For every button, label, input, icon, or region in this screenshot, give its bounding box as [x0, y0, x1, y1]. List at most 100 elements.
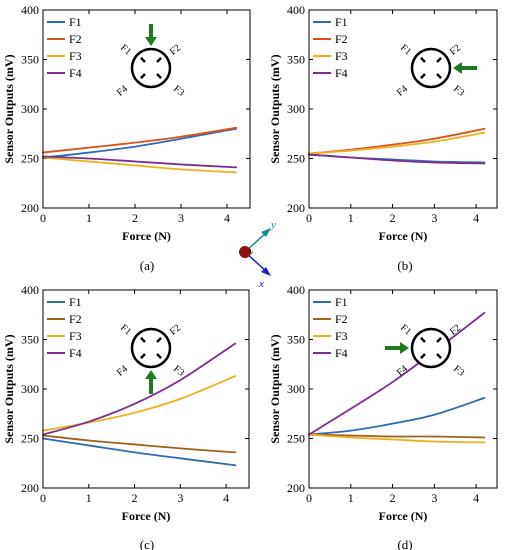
plot-frame [308, 9, 498, 209]
plot-area [309, 10, 497, 208]
y-tick-label: 300 [287, 382, 305, 396]
legend-entry: F2 [335, 312, 348, 326]
chart-panel: 200 250 300 350 400 0 1 2 3 4 Force (N) Sensor Outp… [2, 3, 251, 273]
y-tick-label: 400 [21, 283, 39, 297]
y-tick-label: 400 [287, 283, 305, 297]
y-axis-label: Sensor Outputs (mV) [2, 54, 16, 163]
force-arrow-head [145, 37, 157, 46]
force-arrow [145, 370, 157, 394]
sensor-spoke [156, 337, 162, 343]
legend-entry: F3 [335, 49, 348, 63]
legend: F1 F2 F3 F4 [313, 295, 348, 360]
y-axis-label: Sensor Outputs (mV) [2, 334, 16, 443]
legend-entry: F1 [335, 15, 348, 29]
triad-x-arrowhead [261, 267, 271, 276]
plot-frame [42, 9, 251, 209]
x-tick-label: 0 [40, 491, 46, 505]
x-tick-label: 2 [132, 211, 138, 225]
x-tick-label: 0 [306, 211, 312, 225]
sensor-spoke [420, 353, 426, 359]
x-tick-label: 2 [132, 491, 138, 505]
plot-area [43, 10, 250, 208]
force-arrow [453, 62, 477, 74]
legend-entry: F4 [335, 346, 348, 360]
x-tick-label: 4 [473, 211, 479, 225]
y-tick-label: 300 [21, 102, 39, 116]
x-tick-label: 3 [177, 491, 183, 505]
x-axis-label: Force (N) [379, 509, 428, 523]
triad-x-label: x [258, 278, 264, 290]
triad-z-label: z [245, 246, 256, 257]
plot-area [309, 290, 497, 488]
sensor-spoke [436, 337, 442, 343]
legend-entry: F2 [69, 312, 82, 326]
chart-panel: 200 250 300 350 400 0 1 2 3 4 Force (N) Sensor Outp… [268, 283, 498, 550]
series-line-f2 [42, 434, 237, 454]
force-arrow-head [400, 342, 409, 354]
x-tick-label: 0 [306, 491, 312, 505]
sensor-spoke [420, 337, 426, 343]
series-line-f4 [42, 155, 238, 169]
panel-caption: (b) [397, 258, 412, 273]
sensor-spoke [156, 353, 162, 359]
x-tick-label: 4 [223, 491, 229, 505]
sensor-circle [410, 327, 452, 369]
y-tick-label: 250 [287, 432, 305, 446]
force-arrow [385, 342, 409, 354]
triad-y-label: y [270, 219, 276, 231]
series-line-f3 [308, 433, 486, 444]
force-arrow-head [453, 62, 462, 74]
x-tick-label: 4 [473, 491, 479, 505]
y-tick-label: 350 [21, 333, 39, 347]
triad-y-arrowhead [261, 228, 271, 237]
legend-entry: F2 [335, 32, 348, 46]
legend-entry: F3 [335, 329, 348, 343]
y-tick-label: 200 [287, 481, 305, 495]
y-tick-label: 350 [287, 53, 305, 67]
sensor-circle [410, 47, 452, 89]
legend-entry: F4 [69, 66, 82, 80]
legend-entry: F1 [69, 295, 82, 309]
sensor-spoke [140, 337, 146, 343]
y-tick-label: 300 [287, 102, 305, 116]
sensor-spoke [420, 57, 426, 63]
x-tick-label: 3 [431, 211, 437, 225]
series-line-f1 [308, 397, 486, 436]
x-tick-label: 1 [348, 491, 354, 505]
force-arrow [145, 24, 157, 46]
sensor-spoke [140, 57, 146, 63]
y-axis-label: Sensor Outputs (mV) [268, 334, 282, 443]
series-line-f4 [308, 311, 486, 436]
sensor-circle [130, 47, 172, 89]
sensor-spoke [156, 57, 162, 63]
x-tick-label: 4 [224, 211, 230, 225]
x-tick-label: 1 [86, 491, 92, 505]
y-tick-label: 200 [21, 481, 39, 495]
chart-panel: 200 250 300 350 400 0 1 2 3 4 Force (N) Sensor Outp… [2, 283, 250, 550]
x-tick-label: 2 [390, 211, 396, 225]
plot-area [43, 290, 249, 488]
sensor-spoke [156, 73, 162, 79]
sensor-spoke [436, 73, 442, 79]
panel-caption: (d) [397, 537, 412, 550]
series-line-f1 [42, 437, 237, 467]
y-tick-label: 200 [287, 201, 305, 215]
legend: F1 F2 F3 F4 [313, 15, 348, 80]
series-line-f3 [42, 156, 238, 174]
x-axis-label: Force (N) [122, 509, 171, 523]
panel-caption: (a) [140, 258, 154, 273]
y-tick-label: 350 [21, 53, 39, 67]
axis-triad: y z x [239, 219, 276, 290]
series-line-f2 [42, 126, 238, 154]
force-arrow-head [145, 370, 157, 379]
plot-frame [42, 289, 250, 489]
triad-z-dot [239, 246, 251, 258]
panel-caption: (c) [140, 537, 154, 550]
sensor-spoke [420, 73, 426, 79]
series-line-f1 [42, 127, 238, 159]
y-tick-label: 300 [21, 382, 39, 396]
sensor-spoke [140, 353, 146, 359]
y-tick-label: 250 [21, 152, 39, 166]
series-line-f4 [42, 342, 237, 436]
